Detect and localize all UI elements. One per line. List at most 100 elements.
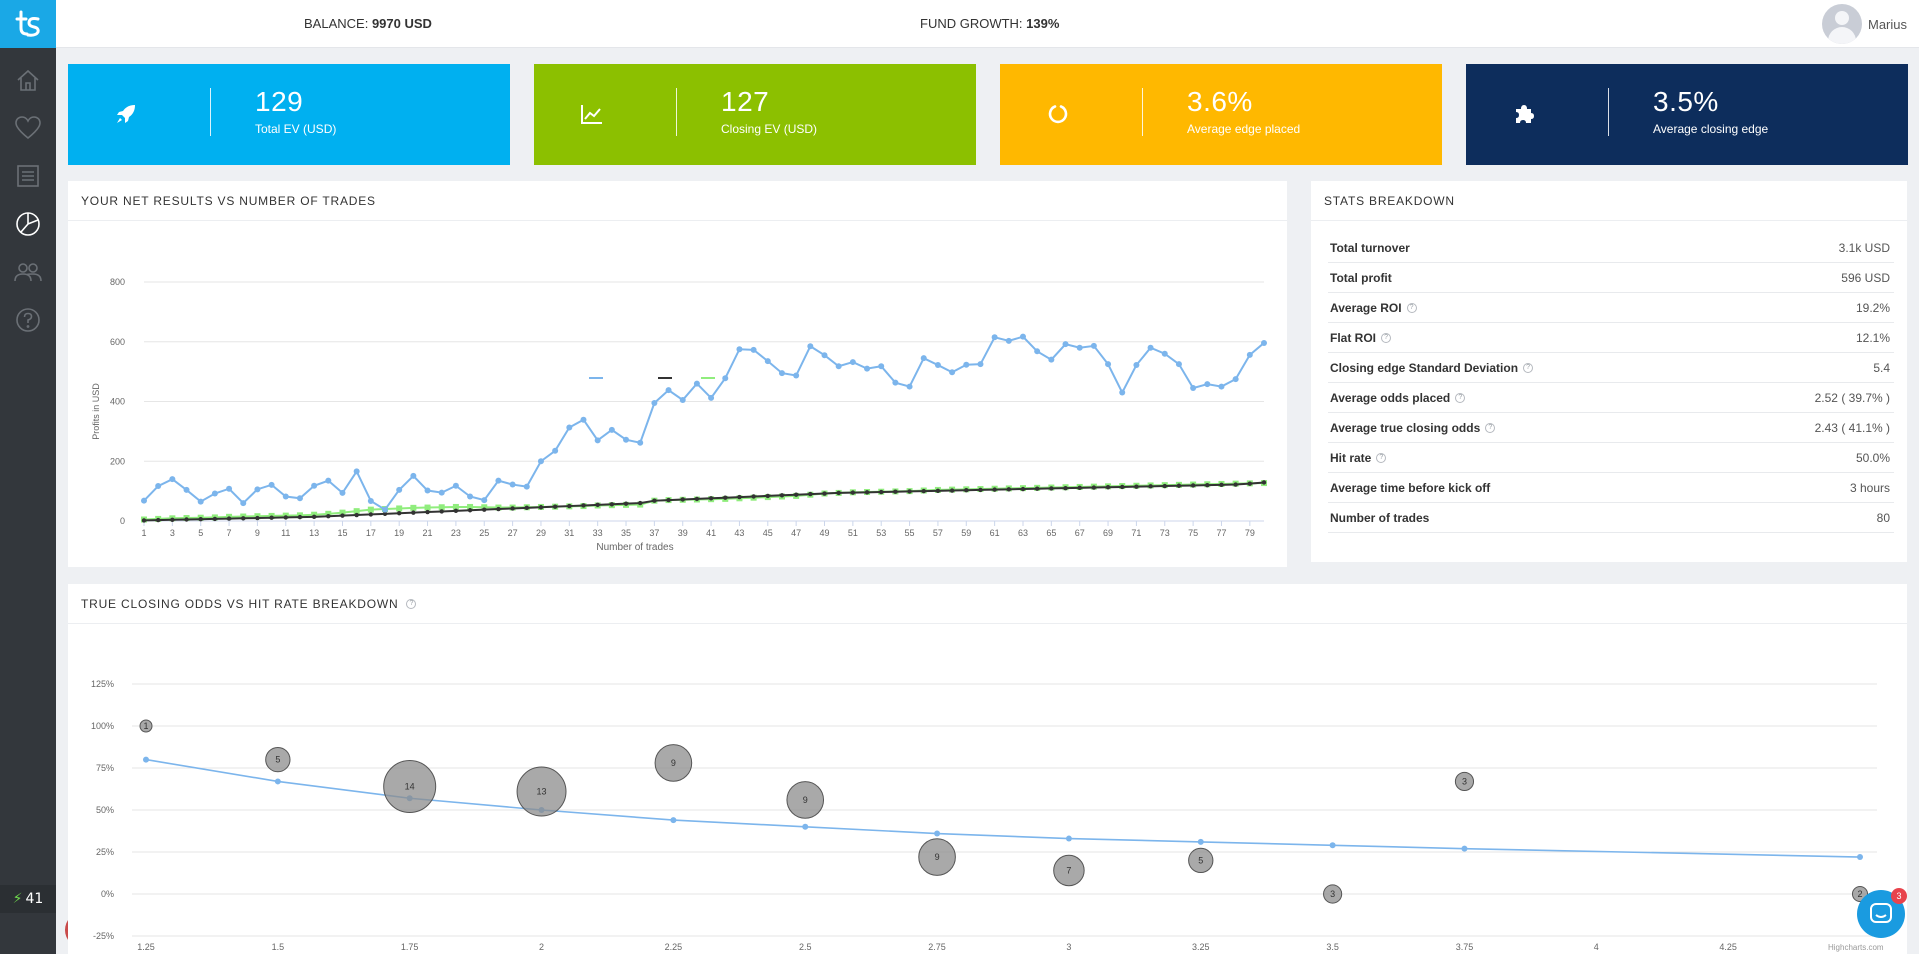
x-tick-label: 17 bbox=[366, 528, 376, 538]
kpi-divider bbox=[210, 88, 211, 136]
help-icon[interactable]: ? bbox=[1523, 362, 1534, 373]
sidebar-item-community[interactable] bbox=[0, 248, 56, 296]
chat-button[interactable]: 3 bbox=[1857, 888, 1907, 938]
odds-hitrate-chart[interactable]: -25% 0% 25% 50% 75% 100% 125% 1.25 1.5 1.75 2 2.25 2… bbox=[68, 624, 1907, 954]
data-point bbox=[509, 481, 516, 488]
y-tick-label: 125% bbox=[91, 679, 114, 689]
x-tick-label: 2.5 bbox=[799, 942, 812, 952]
data-point bbox=[297, 514, 303, 520]
stats-label-text: Flat ROI bbox=[1330, 330, 1377, 345]
data-point bbox=[608, 426, 615, 433]
help-icon[interactable]: ? bbox=[1376, 452, 1387, 463]
data-point bbox=[510, 506, 515, 511]
data-point bbox=[212, 516, 218, 522]
data-point bbox=[396, 511, 402, 516]
user-name[interactable]: Marius bbox=[1867, 16, 1907, 32]
stats-value: 19.2% bbox=[1855, 300, 1890, 315]
hit-rate-bubble bbox=[1323, 884, 1343, 904]
data-point bbox=[679, 397, 686, 404]
sidebar-item-stats[interactable] bbox=[0, 200, 56, 248]
stats-value: 3 hours bbox=[1849, 480, 1890, 495]
stats-label-text: Average time before kick off bbox=[1330, 480, 1491, 495]
data-point bbox=[1205, 482, 1210, 488]
data-point bbox=[523, 483, 530, 490]
x-tick-label: 49 bbox=[819, 528, 829, 538]
help-icon[interactable]: ? bbox=[1406, 302, 1417, 313]
stats-row: Average odds placed? 2.52 ( 39.7% ) bbox=[1328, 383, 1894, 413]
theoretical-hitrate-point bbox=[1461, 845, 1468, 852]
data-point bbox=[496, 506, 501, 512]
data-point bbox=[254, 486, 261, 493]
data-point bbox=[268, 481, 275, 488]
bubble-label: 5 bbox=[1198, 855, 1203, 865]
x-tick-label: 41 bbox=[706, 528, 716, 538]
theoretical-hitrate-point bbox=[670, 817, 677, 824]
data-point bbox=[453, 508, 459, 514]
line-chart-icon bbox=[574, 96, 610, 132]
data-point bbox=[977, 361, 984, 368]
balance-label: BALANCE: bbox=[304, 16, 369, 31]
stats-row: Total profit 596 USD bbox=[1328, 263, 1894, 293]
kpi-value: 129 bbox=[255, 86, 304, 117]
hit-rate-bubble bbox=[139, 719, 153, 733]
data-point bbox=[1261, 480, 1267, 485]
sidebar-item-list[interactable] bbox=[0, 152, 56, 200]
stats-row: Number of trades 80 bbox=[1328, 503, 1894, 533]
sidebar-item-home[interactable] bbox=[0, 56, 56, 104]
help-icon[interactable]: ? bbox=[1485, 422, 1496, 433]
data-point bbox=[1218, 383, 1225, 390]
data-point bbox=[963, 361, 970, 368]
stats-value: 80 bbox=[1876, 510, 1890, 525]
data-point bbox=[964, 488, 969, 493]
y-axis-title: Profits in USD bbox=[91, 383, 101, 440]
avatar[interactable] bbox=[1821, 4, 1862, 44]
x-tick-label: 13 bbox=[309, 528, 319, 538]
data-point bbox=[850, 490, 856, 495]
sidebar-nav bbox=[0, 56, 56, 344]
hit-rate-bubble bbox=[786, 781, 825, 819]
stats-table: Total turnover 3.1k USD Total profit 596 US… bbox=[1328, 233, 1894, 533]
data-point bbox=[155, 517, 161, 523]
data-point bbox=[1162, 483, 1167, 489]
help-icon[interactable]: ? bbox=[1455, 392, 1466, 403]
data-point bbox=[367, 506, 374, 513]
data-point bbox=[892, 379, 899, 386]
x-tick-label: 3.25 bbox=[1192, 942, 1210, 952]
data-point bbox=[793, 372, 800, 379]
help-icon[interactable]: ? bbox=[1381, 332, 1392, 343]
help-icon[interactable]: ? bbox=[406, 598, 417, 609]
stats-label-text: Total profit bbox=[1330, 270, 1392, 285]
data-point bbox=[1034, 348, 1041, 355]
data-point bbox=[340, 513, 345, 518]
data-point bbox=[1049, 486, 1054, 491]
data-point bbox=[1091, 485, 1097, 490]
kpi-divider bbox=[676, 88, 677, 136]
data-point bbox=[680, 497, 685, 502]
sidebar-item-help[interactable] bbox=[0, 296, 56, 344]
data-point bbox=[481, 504, 488, 511]
kpi-divider bbox=[1608, 88, 1609, 136]
user-menu[interactable]: Marius bbox=[1821, 4, 1907, 44]
data-point bbox=[808, 491, 813, 497]
data-point bbox=[1076, 344, 1083, 351]
data-point bbox=[1219, 482, 1224, 488]
data-point bbox=[396, 486, 403, 493]
x-tick-label: 47 bbox=[791, 528, 801, 538]
energy-counter[interactable]: ⚡ 41 bbox=[0, 885, 56, 913]
x-tick-label: 2.75 bbox=[928, 942, 946, 952]
data-point bbox=[623, 436, 630, 443]
x-tick-label: 33 bbox=[593, 528, 603, 538]
data-point bbox=[1019, 333, 1026, 340]
x-tick-label: 11 bbox=[281, 528, 290, 538]
odds-hitrate-title: TRUE CLOSING ODDS VS HIT RATE BREAKDOWN bbox=[81, 596, 399, 611]
stats-row: Hit rate? 50.0% bbox=[1328, 443, 1894, 473]
x-tick-label: 25 bbox=[479, 528, 489, 538]
stats-value: 2.52 ( 39.7% ) bbox=[1814, 390, 1890, 405]
kpi-label: Average edge placed bbox=[1187, 122, 1301, 136]
logo[interactable] bbox=[0, 0, 56, 48]
stats-value: 50.0% bbox=[1855, 450, 1890, 465]
data-point bbox=[609, 502, 615, 507]
bubble-label: 9 bbox=[935, 852, 940, 862]
sidebar-item-favorites[interactable] bbox=[0, 104, 56, 152]
